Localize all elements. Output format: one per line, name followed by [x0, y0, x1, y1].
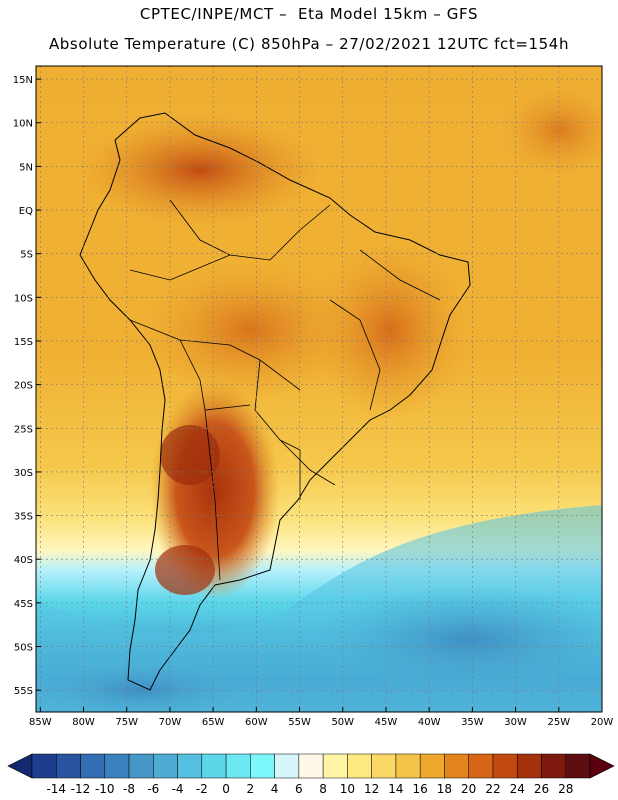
colorbar-label: 6	[295, 782, 303, 796]
longitude-label: 45W	[375, 717, 398, 728]
colorbar-swatch	[419, 753, 445, 779]
colorbar-label: -6	[147, 782, 159, 796]
colorbar-swatch	[565, 753, 591, 779]
colorbar-label: 8	[319, 782, 327, 796]
colorbar-label: 4	[271, 782, 279, 796]
longitude-label: 70W	[159, 717, 182, 728]
longitude-label: 80W	[72, 717, 95, 728]
temperature-field	[36, 66, 602, 712]
latitude-label: 30S	[14, 468, 33, 479]
longitude-axis: 85W 80W 75W 70W 65W 60W 55W 50W 45W 40W 35W 30W 25W 2…	[29, 707, 613, 728]
colorbar-label: -12	[71, 782, 91, 796]
colorbar-high-arrow	[589, 753, 615, 779]
colorbar-swatch	[128, 753, 154, 779]
latitude-label: 15S	[14, 337, 33, 348]
colorbar-label: 2	[247, 782, 255, 796]
colorbar-swatch	[298, 753, 324, 779]
plot-frame	[35, 65, 603, 713]
colorbar-swatch	[153, 753, 178, 779]
colorbar-label: 14	[388, 782, 403, 796]
colorbar-swatch	[104, 753, 130, 779]
colorbar-swatch	[516, 753, 542, 779]
colorbar-label: 10	[340, 782, 355, 796]
colorbar-label: 28	[558, 782, 573, 796]
colorbar-swatch	[395, 753, 421, 779]
colorbar-label: 26	[534, 782, 549, 796]
colorbar-label: -14	[46, 782, 66, 796]
colorbar-swatch	[31, 753, 57, 779]
colorbar-swatch	[541, 753, 566, 779]
latitude-label: 45S	[14, 599, 33, 610]
colorbar: -14 -12 -10 -8 -6 -4 -2 0 2 4 6 8 10 12 14 16 18 20 22 24 26…	[7, 753, 615, 796]
longitude-label: 85W	[29, 717, 52, 728]
longitude-label: 25W	[547, 717, 570, 728]
colorbar-swatch	[444, 753, 469, 779]
latitude-label: 55S	[14, 686, 33, 697]
longitude-label: 50W	[331, 717, 354, 728]
colorbar-swatch	[80, 753, 106, 779]
colorbar-label: 20	[461, 782, 476, 796]
longitude-label: 30W	[504, 717, 527, 728]
colorbar-label: 24	[510, 782, 525, 796]
colorbar-label: 22	[485, 782, 500, 796]
latitude-label: 25S	[14, 424, 33, 435]
colorbar-label: -10	[95, 782, 115, 796]
colorbar-label: 12	[364, 782, 379, 796]
latitude-label: 10S	[14, 293, 33, 304]
graticule	[36, 66, 603, 712]
country-borders	[129, 199, 441, 581]
colorbar-label: 0	[222, 782, 230, 796]
latitude-label: 10N	[13, 119, 33, 130]
colorbar-swatch	[322, 753, 348, 779]
colorbar-label: 18	[437, 782, 452, 796]
longitude-label: 35W	[461, 717, 484, 728]
latitude-label: 20S	[14, 381, 33, 392]
map-title: CPTEC/INPE/MCT – Eta Model 15km – GFS	[139, 5, 479, 23]
longitude-label: 60W	[245, 717, 268, 728]
colorbar-swatch	[201, 753, 227, 779]
colorbar-low-arrow	[7, 753, 33, 779]
latitude-label: 50S	[14, 643, 33, 654]
longitude-label: 75W	[115, 717, 138, 728]
colorbar-swatch	[274, 753, 300, 779]
latitude-label: 40S	[14, 555, 33, 566]
longitude-label: 40W	[418, 717, 441, 728]
colorbar-swatch	[371, 753, 397, 779]
colorbar-label: -4	[172, 782, 184, 796]
longitude-label: 65W	[202, 717, 225, 728]
colorbar-swatch	[250, 753, 275, 779]
colorbar-label: 16	[413, 782, 428, 796]
colorbar-swatch	[347, 753, 372, 779]
latitude-label: 5N	[19, 162, 33, 173]
colorbar-swatch	[468, 753, 494, 779]
colorbar-label: -2	[196, 782, 208, 796]
longitude-label: 55W	[288, 717, 311, 728]
colorbar-swatch	[492, 753, 518, 779]
latitude-label: 5S	[20, 250, 33, 261]
latitude-label: 15N	[13, 75, 33, 86]
latitude-label: EQ	[19, 206, 33, 217]
colorbar-swatch	[177, 753, 203, 779]
colorbar-swatch	[56, 753, 81, 779]
latitude-axis: 15N 10N 5N EQ 5S 10S 15S 20S 25S 30S 35S 40S 45S 50S 5…	[13, 75, 41, 697]
latitude-label: 35S	[14, 512, 33, 523]
longitude-label: 20W	[591, 717, 614, 728]
map-subtitle: Absolute Temperature (C) 850hPa – 27/02/…	[48, 35, 570, 53]
colorbar-swatch	[225, 753, 251, 779]
colorbar-label: -8	[123, 782, 135, 796]
